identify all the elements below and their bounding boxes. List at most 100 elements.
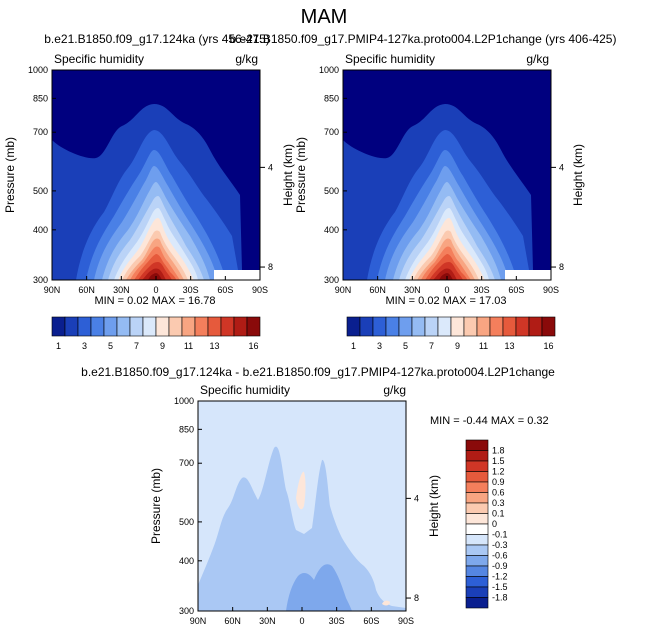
colorbar-swatch <box>476 316 491 337</box>
colorbar-swatch <box>142 316 157 337</box>
y-tick-label: 700 <box>33 127 48 137</box>
colorbar-label: -1.8 <box>492 593 508 603</box>
colorbar-label: 0.3 <box>492 498 505 508</box>
colorbar-swatch <box>465 502 489 514</box>
colorbar-swatch <box>465 586 489 598</box>
panel-2-right-axis-label: Height (km) <box>427 475 441 537</box>
y-tick-label: 400 <box>324 225 339 235</box>
colorbar-label: 13 <box>504 341 514 351</box>
panel-2-contours <box>198 401 406 611</box>
colorbar-label: 11 <box>184 341 193 351</box>
colorbar-label: -1.5 <box>492 582 508 592</box>
colorbar-swatch <box>465 576 489 588</box>
colorbar-swatch <box>194 316 209 337</box>
panel-2-variable-label: Specific humidity <box>200 383 290 397</box>
y-tick-label: 700 <box>179 458 194 468</box>
x-tick-label: 60N <box>224 616 241 626</box>
colorbar-label: 1 <box>56 341 61 351</box>
y-tick-label: 1000 <box>174 396 194 406</box>
panel-0-variable-label: Specific humidity <box>54 52 144 66</box>
colorbar-label: 3 <box>377 341 382 351</box>
y-tick-label: 500 <box>33 186 48 196</box>
colorbar-swatch <box>465 555 489 567</box>
right-tick-label: 8 <box>559 262 564 272</box>
x-tick-label: 90N <box>44 285 61 295</box>
x-tick-label: 30N <box>259 616 276 626</box>
x-tick-label: 30S <box>329 616 345 626</box>
colorbar-swatch <box>116 316 131 337</box>
panel-0-y-axis-label: Pressure (mb) <box>3 137 17 213</box>
colorbar-label: 0.6 <box>492 488 505 498</box>
colorbar-swatch <box>465 544 489 556</box>
x-tick-label: 0 <box>444 285 449 295</box>
colorbar-label: 7 <box>134 341 139 351</box>
panel-2-axes: 90N 60N 30N 0 30S 60S 90S 300 400 500 700 850 1000 8 4 <box>174 396 419 626</box>
colorbar-top-right: 1 3 5 7 9 11 13 16 <box>346 316 556 351</box>
panel-2-title: b.e21.B1850.f09_g17.124ka - b.e21.B1850.… <box>81 365 555 379</box>
colorbar-label: 0.1 <box>492 509 505 519</box>
colorbar-swatch <box>465 471 489 483</box>
y-tick-label: 850 <box>324 93 339 103</box>
colorbar-swatch <box>450 316 465 337</box>
y-tick-label: 850 <box>33 93 48 103</box>
colorbar-swatch <box>465 523 489 535</box>
y-tick-label: 400 <box>33 225 48 235</box>
panel-0-stats: MIN = 0.02 MAX = 16.78 <box>94 295 215 307</box>
x-tick-label: 90S <box>398 616 414 626</box>
colorbar-label: 13 <box>209 341 219 351</box>
colorbar-swatch <box>246 316 261 337</box>
panel-0: b.e21.B1850.f09_g17.124ka (yrs 456-475) … <box>3 32 295 307</box>
panel-2-stats: MIN = -0.44 MAX = 0.32 <box>430 415 549 427</box>
colorbar-swatch <box>465 460 489 472</box>
colorbar-swatch <box>385 316 400 337</box>
colorbar-label: 9 <box>455 341 460 351</box>
panel-1-y-axis-label: Pressure (mb) <box>294 137 308 213</box>
panel-0-contours <box>52 70 260 280</box>
colorbar-label: 0 <box>492 519 497 529</box>
colorbar-swatch <box>515 316 530 337</box>
y-tick-label: 400 <box>179 556 194 566</box>
panel-1-contours <box>343 70 551 280</box>
colorbar-swatch <box>207 316 222 337</box>
colorbar-swatch <box>424 316 439 337</box>
colorbar-swatch <box>465 565 489 577</box>
y-tick-label: 300 <box>33 275 48 285</box>
colorbar-swatch <box>489 316 504 337</box>
colorbar-swatch <box>220 316 235 337</box>
colorbar-swatch <box>168 316 183 337</box>
colorbar-label: 1.5 <box>492 456 505 466</box>
panel-1-units-label: g/kg <box>526 52 549 66</box>
panel-0-missing-data <box>214 270 260 280</box>
colorbar-label: -0.9 <box>492 561 508 571</box>
colorbar-swatch <box>465 450 489 462</box>
panel-2-contour-negative-a <box>198 446 406 611</box>
colorbar-swatch <box>465 513 489 525</box>
y-tick-label: 850 <box>179 424 194 434</box>
page-title: MAM <box>301 6 348 28</box>
colorbar-swatch <box>372 316 387 337</box>
colorbar-swatch <box>77 316 92 337</box>
panel-1-variable-label: Specific humidity <box>345 52 435 66</box>
right-tick-label: 8 <box>268 262 273 272</box>
colorbar-swatch <box>541 316 556 337</box>
colorbar-label: 5 <box>403 341 408 351</box>
colorbar-label: 11 <box>479 341 488 351</box>
y-tick-label: 300 <box>324 275 339 285</box>
panel-1-contour-level-15 <box>439 273 453 280</box>
colorbar-label: 1 <box>351 341 356 351</box>
colorbar-swatch <box>465 481 489 493</box>
colorbar-label: 16 <box>248 341 258 351</box>
panel-0-title: b.e21.B1850.f09_g17.124ka (yrs 456-475) <box>44 32 270 46</box>
colorbar-label: 7 <box>429 341 434 351</box>
panel-0-right-axis-label: Height (km) <box>281 144 295 206</box>
colorbar-swatch <box>346 316 361 337</box>
x-tick-label: 0 <box>153 285 158 295</box>
x-tick-label: 0 <box>299 616 304 626</box>
colorbar-swatch <box>465 492 489 504</box>
x-tick-label: 30S <box>183 285 199 295</box>
colorbar-swatch <box>233 316 248 337</box>
colorbar-swatch <box>155 316 170 337</box>
colorbar-label: 1.8 <box>492 446 505 456</box>
colorbar-swatch <box>51 316 66 337</box>
